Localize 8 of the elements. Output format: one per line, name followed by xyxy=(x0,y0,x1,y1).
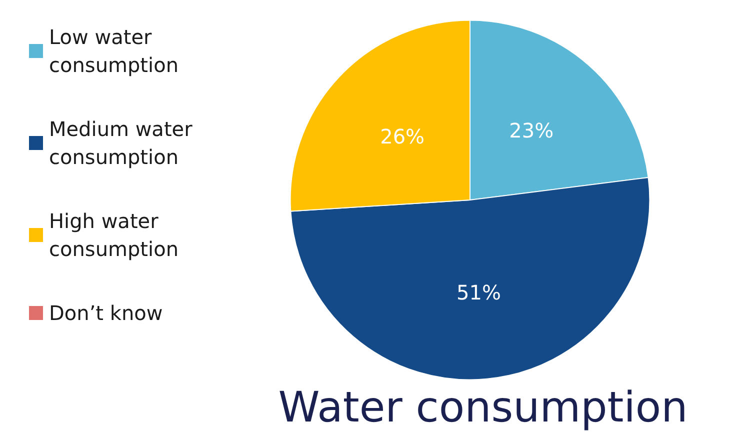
legend-label: Medium water consumption xyxy=(49,117,199,169)
legend-label: High water consumption xyxy=(49,209,178,261)
data-label: 51% xyxy=(456,280,501,304)
data-label: 23% xyxy=(509,118,554,142)
legend-label: Don’t know xyxy=(49,301,163,325)
legend-label: Low water consumption xyxy=(49,25,178,77)
data-label: 26% xyxy=(380,124,425,148)
text: Water consumption xyxy=(278,382,688,432)
